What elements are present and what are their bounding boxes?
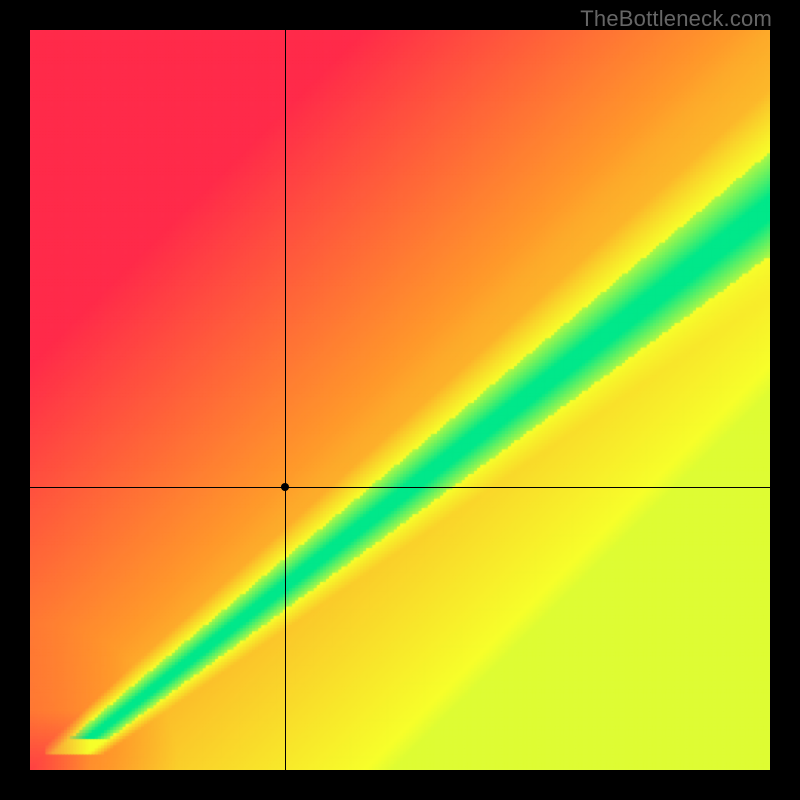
- watermark-text: TheBottleneck.com: [580, 6, 772, 32]
- crosshair-vertical: [285, 30, 286, 770]
- heatmap-canvas: [30, 30, 770, 770]
- data-point: [281, 483, 289, 491]
- chart-container: TheBottleneck.com: [0, 0, 800, 800]
- plot-area: [30, 30, 770, 770]
- crosshair-horizontal: [30, 487, 770, 488]
